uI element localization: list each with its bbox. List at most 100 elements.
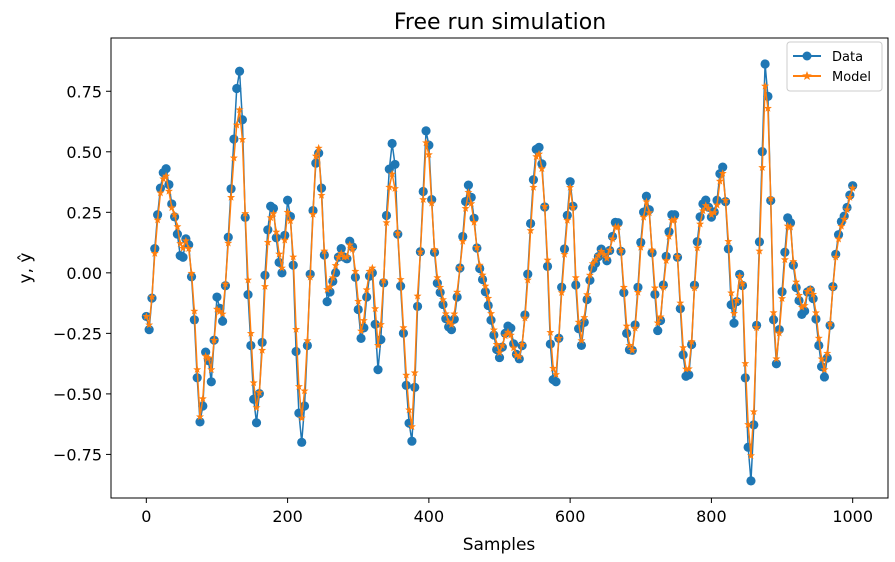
series-model <box>142 81 857 460</box>
model-point <box>204 353 213 362</box>
data-point <box>814 340 824 351</box>
model-point <box>303 336 312 345</box>
model-point <box>320 246 329 255</box>
model-point <box>585 271 594 279</box>
model-point <box>337 249 346 257</box>
model-point <box>577 336 586 345</box>
x-tick-label: 400 <box>414 507 445 526</box>
data-point <box>410 382 420 392</box>
model-point <box>173 222 182 231</box>
model-point <box>789 257 798 265</box>
model-point <box>246 329 255 337</box>
model-point <box>306 272 315 281</box>
model-point <box>645 208 654 217</box>
model-point <box>665 232 674 240</box>
model-point <box>362 285 371 294</box>
model-point <box>583 290 592 299</box>
model-point <box>670 215 679 223</box>
data-point <box>322 297 332 307</box>
data-point <box>206 377 216 387</box>
model-point <box>402 370 411 379</box>
model-point <box>334 253 343 261</box>
data-point <box>678 350 688 360</box>
model-point <box>693 243 702 252</box>
data-point <box>438 299 448 310</box>
model-point <box>433 273 442 282</box>
model-point <box>277 263 286 272</box>
model-point <box>591 255 600 264</box>
model-point <box>718 169 727 177</box>
model-point <box>775 328 784 337</box>
model-point <box>294 382 303 390</box>
model-point <box>436 283 445 291</box>
model-point <box>727 288 736 297</box>
model-point <box>721 196 730 204</box>
model-point <box>631 323 640 332</box>
model-point <box>210 336 219 344</box>
model-point <box>263 238 272 246</box>
model-point <box>772 354 781 363</box>
model-point <box>348 245 357 253</box>
model-point <box>809 290 818 298</box>
model-point <box>780 255 789 264</box>
model-point <box>478 270 487 279</box>
model-point <box>351 267 360 275</box>
model-point <box>744 420 753 428</box>
model-point <box>498 341 507 350</box>
model-point <box>501 331 510 340</box>
data-point <box>701 195 711 205</box>
model-point <box>769 308 778 317</box>
data-point <box>401 380 411 390</box>
model-point <box>696 219 705 228</box>
model-point <box>611 222 620 231</box>
y-tick-label: 0.75 <box>66 82 102 101</box>
data-point <box>282 195 293 205</box>
model-point <box>687 337 696 346</box>
model-point <box>749 407 758 416</box>
data-point <box>421 126 431 136</box>
data-point <box>641 191 652 201</box>
model-point <box>453 288 462 296</box>
model-point <box>690 283 699 292</box>
data-point <box>218 316 228 326</box>
model-point <box>503 327 512 336</box>
model-point <box>328 273 337 282</box>
model-point <box>602 254 611 262</box>
series-layer <box>141 59 858 486</box>
legend-marker-star <box>802 71 812 81</box>
model-point <box>713 200 722 209</box>
model-point <box>464 188 473 196</box>
model-point <box>529 183 538 191</box>
model-point <box>170 210 179 219</box>
model-point <box>269 209 278 218</box>
model-point <box>461 204 470 212</box>
model-point <box>241 209 250 217</box>
plot-frame <box>110 37 889 499</box>
y-axis: −0.75 −0.50 −0.25 0.00 0.25 0.50 0.75 <box>53 82 111 464</box>
y-axis-label: y, ŷ <box>16 253 36 284</box>
model-point <box>679 343 688 352</box>
model-point <box>755 246 764 255</box>
data-point <box>602 256 612 266</box>
model-point <box>704 204 713 212</box>
model-point <box>845 193 854 201</box>
data-point <box>463 180 474 190</box>
data-point <box>670 210 680 220</box>
model-point <box>232 120 241 129</box>
model-point <box>396 275 405 283</box>
data-point <box>486 315 496 325</box>
data-point <box>297 437 307 447</box>
model-point <box>667 216 676 224</box>
model-point <box>817 354 826 363</box>
model-point <box>761 81 770 90</box>
model-point <box>260 282 269 290</box>
model-point <box>532 152 541 161</box>
model-point <box>441 309 450 318</box>
model-point <box>766 194 775 202</box>
model-point <box>159 174 168 183</box>
model-point <box>481 281 490 290</box>
data-point <box>822 353 832 363</box>
model-point <box>653 318 662 327</box>
model-point <box>472 243 481 251</box>
model-point <box>215 307 224 315</box>
